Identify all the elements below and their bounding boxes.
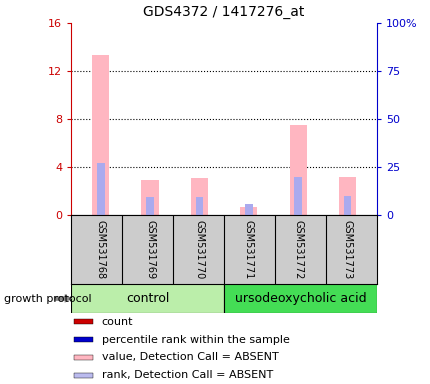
- Text: rank, Detection Call = ABSENT: rank, Detection Call = ABSENT: [101, 370, 272, 380]
- Text: GSM531773: GSM531773: [342, 220, 352, 279]
- Bar: [244, 204, 252, 215]
- Text: control: control: [126, 292, 169, 305]
- Bar: [146, 197, 154, 215]
- Bar: [92, 55, 109, 215]
- Bar: [190, 178, 208, 215]
- Bar: [343, 196, 350, 215]
- Bar: [195, 197, 203, 215]
- Bar: [74, 355, 92, 360]
- Bar: [74, 319, 92, 324]
- Bar: [74, 372, 92, 377]
- Bar: [71, 284, 224, 313]
- Bar: [141, 180, 158, 215]
- Bar: [338, 177, 355, 215]
- Text: GSM531771: GSM531771: [243, 220, 253, 279]
- Text: GSM531769: GSM531769: [145, 220, 155, 279]
- Text: count: count: [101, 317, 133, 327]
- Title: GDS4372 / 1417276_at: GDS4372 / 1417276_at: [143, 5, 304, 19]
- Text: GSM531768: GSM531768: [95, 220, 105, 279]
- Bar: [74, 337, 92, 342]
- Bar: [240, 207, 257, 215]
- Bar: [224, 284, 376, 313]
- Bar: [289, 125, 306, 215]
- Text: GSM531770: GSM531770: [194, 220, 204, 279]
- Bar: [294, 177, 301, 215]
- Text: GSM531772: GSM531772: [292, 220, 302, 279]
- Text: value, Detection Call = ABSENT: value, Detection Call = ABSENT: [101, 353, 278, 362]
- Text: ursodeoxycholic acid: ursodeoxycholic acid: [234, 292, 366, 305]
- Bar: [97, 164, 104, 215]
- Text: growth protocol: growth protocol: [4, 293, 92, 304]
- Text: percentile rank within the sample: percentile rank within the sample: [101, 334, 289, 344]
